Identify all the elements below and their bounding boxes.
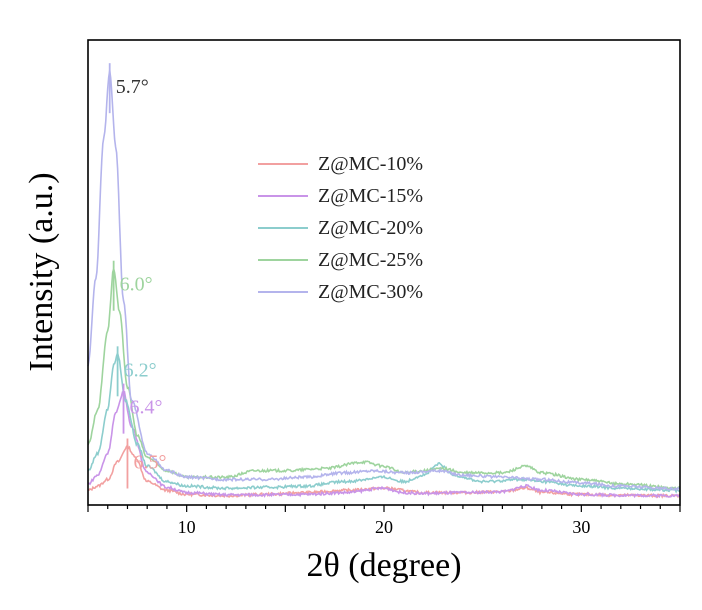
x-tick-label: 10 <box>178 517 196 537</box>
peak-label-4: 6.0° <box>120 274 153 296</box>
peak-markers <box>108 63 129 489</box>
x-ticks: 10 20 30 <box>87 505 681 537</box>
series-line-2 <box>87 390 681 499</box>
plot-frame <box>87 39 681 506</box>
legend-label-5: Z@MC-30% <box>318 281 423 303</box>
peak-label-3: 6.2° <box>124 359 157 381</box>
peak-label-1: 6.5° <box>133 452 166 474</box>
series-line-3 <box>87 350 681 494</box>
peak-label-2: 6.4° <box>130 397 163 419</box>
legend-label-4: Z@MC-25% <box>318 249 423 271</box>
x-axis-label: 2θ (degree) <box>306 547 461 584</box>
legend-label-1: Z@MC-10% <box>318 153 423 175</box>
y-axis-label: Intensity (a.u.) <box>23 172 60 371</box>
legend: Z@MC-10% Z@MC-15% Z@MC-20% Z@MC-25% Z@MC-30% <box>258 153 423 303</box>
legend-label-3: Z@MC-20% <box>318 217 423 239</box>
series-line-5 <box>87 70 681 492</box>
peak-labels: 6.5° 6.4° 6.2° 6.0° 5.7° <box>116 76 167 473</box>
x-tick-label: 30 <box>572 517 590 537</box>
series-curves <box>87 70 681 499</box>
peak-label-5: 5.7° <box>116 76 149 98</box>
x-tick-label: 20 <box>375 517 393 537</box>
legend-label-2: Z@MC-15% <box>318 185 423 207</box>
